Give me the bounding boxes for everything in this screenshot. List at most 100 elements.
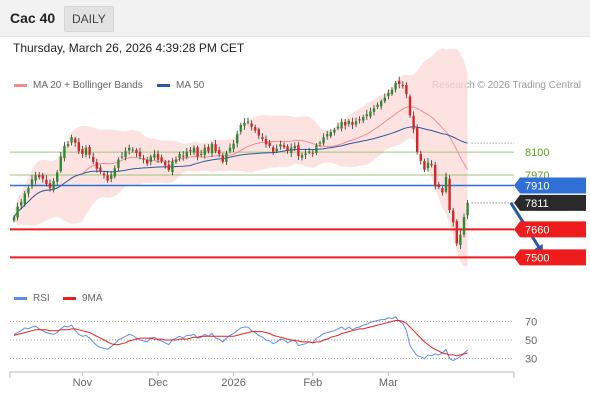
level-label-7910-box [514, 177, 586, 194]
x-tick-label-Dec: Dec [148, 377, 168, 389]
level-label-7500: 7500 [525, 252, 549, 264]
candle-body [102, 173, 106, 176]
candle-body [290, 147, 293, 153]
candle-body [38, 174, 41, 178]
candle-body [398, 80, 401, 85]
candle-body [293, 146, 296, 149]
candle-body [369, 111, 372, 117]
candle-body [182, 155, 185, 157]
candle-body [452, 210, 455, 223]
candle-body [286, 146, 289, 151]
candle-body [412, 115, 415, 130]
ma50-legend-swatch [157, 84, 170, 87]
candle-body [142, 158, 145, 160]
candle-body [434, 164, 437, 187]
candle-body [354, 121, 358, 125]
candle-body [225, 153, 228, 162]
rsi-tick-label-70: 70 [525, 316, 537, 328]
candles-group [12, 76, 469, 250]
candle-body [23, 193, 26, 204]
candle-body [77, 142, 80, 152]
candle-body [74, 138, 77, 143]
candle-body [106, 175, 109, 181]
candle-body [351, 122, 354, 125]
candle-body [426, 162, 430, 169]
level-label-7500-box [514, 249, 586, 266]
x-tick-label-Mar: Mar [379, 377, 398, 389]
candle-body [250, 123, 253, 127]
bollinger-band-area [14, 48, 468, 267]
ma20-line [13, 106, 469, 218]
candle-body [311, 152, 314, 154]
candle-body [228, 147, 232, 152]
candle-body [405, 84, 408, 95]
candle-body [358, 119, 361, 121]
candle-body [167, 164, 170, 171]
candle-body [52, 181, 55, 191]
candle-body [160, 157, 163, 162]
rsi-ma9-line [13, 320, 468, 357]
candle-body [200, 153, 203, 155]
candle-body [66, 144, 70, 147]
candle-body [120, 156, 124, 158]
price-legend-item-ma20: MA 20 + Bollinger Bands [14, 80, 143, 91]
candle-body [246, 121, 250, 123]
candle-body [380, 101, 383, 107]
candle-body [268, 142, 271, 147]
level-label-7660-box [514, 221, 586, 238]
candle-body [110, 175, 113, 179]
level-label-7811-box [514, 194, 586, 211]
candle-body [459, 234, 462, 246]
rsi-legend-item: RSI [14, 293, 50, 304]
chart-timestamp: Thursday, March 26, 2026 4:39:28 PM CET [13, 41, 245, 55]
period-button[interactable]: DAILY [64, 6, 114, 32]
candle-body [455, 221, 458, 244]
candle-body [376, 104, 379, 108]
candle-body [236, 133, 239, 144]
candle-body [189, 150, 192, 152]
candle-body [128, 147, 131, 151]
candle-body [394, 82, 397, 90]
candle-body [135, 149, 138, 154]
chart-header: Cac 40 DAILY [0, 0, 590, 37]
research-credit: Research © 2026 Trading Central [431, 80, 581, 91]
candle-body [192, 147, 196, 153]
candle-body [30, 179, 34, 187]
candle-body [362, 117, 365, 121]
candle-body [282, 145, 286, 148]
ma9-legend-item: 9MA [63, 293, 103, 304]
candle-body [131, 149, 134, 151]
candle-body [272, 147, 275, 152]
candle-body [408, 96, 412, 116]
candle-body [164, 162, 167, 166]
candle-body [315, 145, 318, 153]
candle-body [336, 126, 340, 129]
candle-body [203, 147, 206, 155]
ma20-legend-label: MA 20 + Bollinger Bands [33, 80, 143, 91]
candle-body [113, 168, 116, 177]
candle-body [254, 127, 257, 131]
candle-body [70, 137, 73, 143]
candle-body [63, 146, 66, 159]
candle-body [124, 151, 127, 158]
rsi-legend-swatch [14, 297, 27, 300]
candle-body [401, 84, 404, 86]
candle-body [117, 159, 120, 168]
candle-body [153, 154, 156, 158]
candle-body [340, 121, 343, 129]
candle-body [48, 183, 52, 189]
candle-body [448, 178, 451, 211]
candle-body [365, 114, 368, 117]
candle-body [329, 131, 332, 137]
candle-body [221, 155, 224, 162]
candle-body [437, 184, 440, 188]
candle-body [138, 151, 142, 157]
candle-body [99, 167, 102, 172]
candle-body [297, 144, 300, 157]
candle-body [84, 147, 88, 155]
rsi-tick-label-50: 50 [525, 335, 537, 347]
candle-body [275, 148, 278, 152]
x-tick-label-Nov: Nov [73, 377, 93, 389]
candle-body [207, 146, 210, 152]
